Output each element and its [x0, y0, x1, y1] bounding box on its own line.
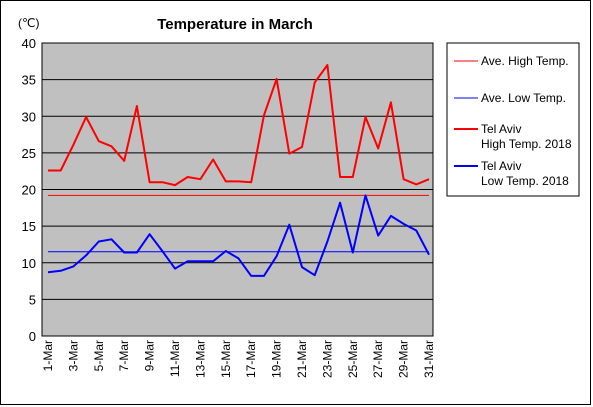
- series-line-2: [48, 64, 430, 187]
- y-tick-label: 40: [22, 36, 36, 51]
- legend: Ave. High Temp. Ave. Low Temp. Tel Aviv Hig…: [454, 54, 572, 188]
- x-tick-label: 9-Mar: [143, 340, 157, 371]
- y-tick-label: 30: [22, 109, 36, 124]
- x-tick-label: 23-Mar: [320, 340, 334, 378]
- x-tick-label: 29-Mar: [397, 340, 411, 378]
- legend-box: [446, 42, 580, 197]
- y-tick-label: 15: [22, 219, 36, 234]
- y-tick-label: 10: [22, 256, 36, 271]
- y-axis-ticks: 0 5 10 15 20 25 30 35 40: [22, 36, 36, 344]
- x-tick-label: 25-Mar: [346, 340, 360, 378]
- x-tick-label: 27-Mar: [371, 340, 385, 378]
- y-tick-label: 35: [22, 73, 36, 88]
- legend-label-3: Tel Aviv Low Temp. 2018: [481, 159, 569, 188]
- legend-label-2: Tel Aviv High Temp. 2018: [481, 122, 572, 151]
- x-tick-label: 1-Mar: [41, 340, 55, 371]
- x-axis-ticks: 1-Mar 3-Mar 5-Mar 7-Mar 9-Mar 11-Mar 13-Mar 15-…: [41, 340, 436, 378]
- series-line-3: [47, 194, 430, 277]
- x-tick-label: 11-Mar: [168, 340, 182, 377]
- x-tick-label: 19-Mar: [270, 340, 284, 378]
- chart-title: Temperature in March: [157, 16, 313, 33]
- gridlines: [42, 79, 433, 300]
- y-tick-label: 0: [29, 329, 36, 344]
- x-tick-label: 7-Mar: [117, 340, 131, 371]
- x-tick-label: 17-Mar: [244, 340, 258, 378]
- x-tick-label: 3-Mar: [66, 340, 80, 371]
- x-tick-label: 13-Mar: [193, 340, 207, 378]
- x-tick-label: 5-Mar: [92, 340, 106, 371]
- x-tick-label: 31-Mar: [422, 340, 436, 378]
- x-tick-label: 15-Mar: [219, 340, 233, 378]
- y-tick-label: 20: [22, 183, 36, 198]
- y-tick-label: 5: [29, 292, 36, 307]
- unit-label: (℃): [18, 16, 39, 30]
- series-lines: [47, 64, 430, 277]
- legend-label-0: Ave. High Temp.: [481, 54, 569, 68]
- y-tick-label: 25: [22, 146, 36, 161]
- x-tick-label: 21-Mar: [295, 340, 309, 378]
- legend-label-1: Ave. Low Temp.: [481, 91, 566, 105]
